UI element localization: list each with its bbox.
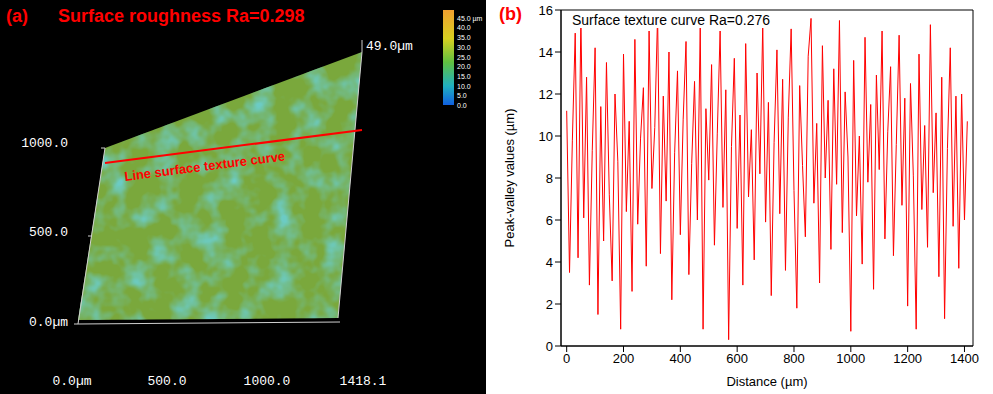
svg-text:Peak-valley values (µm): Peak-valley values (µm) <box>502 109 517 248</box>
svg-text:40.0: 40.0 <box>457 24 471 31</box>
svg-text:500.0: 500.0 <box>29 225 68 240</box>
svg-text:4: 4 <box>546 255 553 270</box>
html-text:Surface texture curve Ra=0.276: Surface texture curve Ra=0.276 <box>572 12 771 28</box>
svg-text:1400: 1400 <box>950 351 979 366</box>
svg-text:30.0: 30.0 <box>457 44 471 51</box>
svg-text:800: 800 <box>783 351 805 366</box>
svg-text:20.0: 20.0 <box>457 63 471 70</box>
svg-text:25.0: 25.0 <box>457 54 471 61</box>
svg-text:200: 200 <box>613 351 635 366</box>
svg-text:15.0: 15.0 <box>457 73 471 80</box>
svg-text:1418.1: 1418.1 <box>340 374 387 389</box>
svg-text:45.0 µm: 45.0 µm <box>457 15 483 23</box>
svg-text:1200: 1200 <box>893 351 922 366</box>
svg-text:8: 8 <box>546 171 553 186</box>
svg-text:0.0: 0.0 <box>457 102 467 109</box>
svg-text:49.0µm: 49.0µm <box>366 39 413 54</box>
svg-text:Distance (µm): Distance (µm) <box>726 374 807 389</box>
svg-text:400: 400 <box>669 351 691 366</box>
svg-text:16: 16 <box>539 3 553 18</box>
svg-text:500.0: 500.0 <box>147 374 186 389</box>
svg-text:2: 2 <box>546 297 553 312</box>
html-text:(b): (b) <box>499 4 522 24</box>
svg-text:10.0: 10.0 <box>457 83 471 90</box>
svg-text:12: 12 <box>539 87 553 102</box>
svg-text:Line surface texture curve: Line surface texture curve <box>123 148 285 183</box>
svg-text:6: 6 <box>546 213 553 228</box>
svg-text:(a): (a) <box>6 6 28 26</box>
svg-text:0: 0 <box>546 339 553 354</box>
svg-text:5.0: 5.0 <box>457 92 467 99</box>
svg-text:35.0: 35.0 <box>457 34 471 41</box>
svg-text:Surface roughness Ra=0.298: Surface roughness Ra=0.298 <box>58 6 305 26</box>
svg-text:1000.0: 1000.0 <box>244 374 291 389</box>
svg-text:1000.0: 1000.0 <box>21 136 68 151</box>
svg-text:0.0µm: 0.0µm <box>52 374 91 389</box>
svg-text:14: 14 <box>539 45 553 60</box>
svg-text:1000: 1000 <box>836 351 865 366</box>
svg-text:0: 0 <box>563 351 570 366</box>
svg-text:0.0µm: 0.0µm <box>29 315 68 330</box>
svg-text:600: 600 <box>726 351 748 366</box>
svg-text:10: 10 <box>539 129 553 144</box>
